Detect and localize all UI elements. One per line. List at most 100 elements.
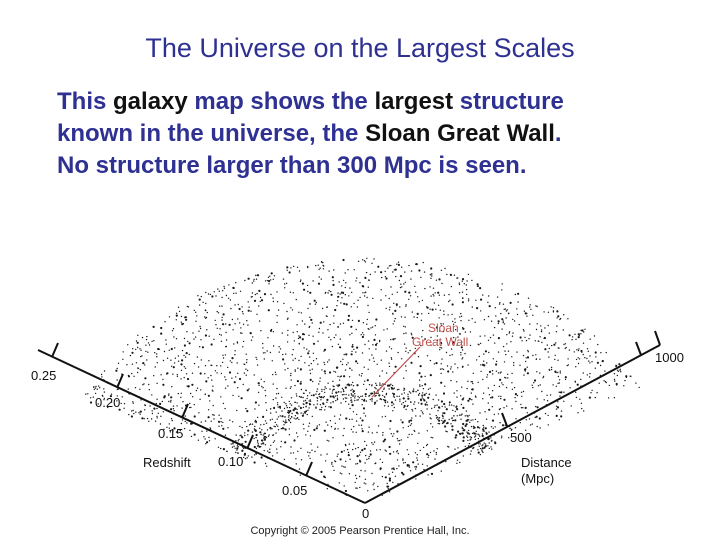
galaxy-point	[375, 348, 377, 350]
galaxy-point	[336, 384, 338, 386]
galaxy-point	[291, 416, 293, 418]
galaxy-point	[372, 392, 374, 394]
galaxy-point	[582, 342, 585, 344]
galaxy-point	[207, 416, 210, 419]
galaxy-point	[351, 319, 354, 322]
galaxy-point	[599, 364, 602, 367]
galaxy-point	[264, 420, 267, 422]
galaxy-point	[321, 390, 323, 392]
galaxy-point	[323, 321, 325, 323]
galaxy-point	[144, 409, 146, 411]
galaxy-point	[557, 371, 559, 374]
galaxy-point	[477, 381, 479, 384]
galaxy-point	[547, 324, 549, 327]
galaxy-point	[288, 406, 291, 409]
galaxy-point	[485, 418, 488, 420]
galaxy-point	[325, 387, 327, 390]
galaxy-point	[323, 348, 327, 351]
galaxy-point	[577, 412, 579, 414]
galaxy-point	[429, 359, 432, 362]
galaxy-point	[424, 338, 426, 340]
galaxy-point	[267, 337, 269, 339]
galaxy-point	[222, 323, 225, 326]
galaxy-point	[276, 387, 278, 390]
galaxy-point	[368, 457, 370, 460]
galaxy-point	[368, 455, 370, 458]
galaxy-point	[242, 323, 245, 325]
galaxy-point	[522, 407, 524, 409]
galaxy-point	[183, 337, 186, 340]
galaxy-point	[171, 386, 173, 388]
galaxy-point	[452, 336, 455, 339]
galaxy-point	[410, 270, 413, 272]
galaxy-point	[264, 389, 266, 392]
galaxy-point	[116, 388, 119, 391]
galaxy-point	[246, 389, 249, 392]
galaxy-point	[255, 356, 257, 359]
galaxy-point	[177, 392, 179, 395]
galaxy-point	[221, 296, 223, 299]
galaxy-point	[296, 331, 298, 333]
galaxy-point	[593, 335, 596, 337]
galaxy-point	[342, 434, 344, 437]
galaxy-point	[267, 450, 269, 452]
galaxy-point	[260, 330, 262, 332]
galaxy-point	[251, 423, 254, 425]
redshift-tick	[305, 461, 313, 477]
galaxy-point	[271, 360, 273, 362]
galaxy-point	[200, 295, 202, 298]
galaxy-point	[209, 293, 212, 296]
galaxy-point	[331, 463, 333, 465]
galaxy-point	[376, 400, 378, 402]
galaxy-point	[246, 410, 249, 413]
galaxy-point	[494, 426, 496, 428]
galaxy-point	[275, 397, 277, 399]
galaxy-point	[456, 462, 458, 464]
galaxy-point	[350, 428, 353, 431]
galaxy-point	[256, 441, 259, 443]
galaxy-point	[594, 367, 596, 369]
galaxy-point	[417, 402, 420, 404]
galaxy-point	[312, 360, 315, 362]
galaxy-point	[547, 424, 549, 426]
galaxy-point	[204, 420, 207, 422]
galaxy-point	[613, 378, 616, 381]
galaxy-point	[284, 363, 286, 365]
galaxy-point	[323, 429, 326, 432]
galaxy-point	[480, 370, 482, 373]
galaxy-point	[401, 403, 403, 405]
galaxy-point	[539, 358, 541, 360]
galaxy-point	[516, 351, 518, 353]
galaxy-point	[306, 348, 308, 350]
body-run: This	[57, 88, 114, 115]
galaxy-point	[415, 468, 417, 470]
galaxy-point	[352, 448, 354, 451]
galaxy-point	[371, 354, 373, 356]
galaxy-point	[305, 389, 307, 392]
galaxy-point	[458, 282, 460, 284]
galaxy-point	[220, 421, 222, 423]
galaxy-point	[547, 414, 549, 417]
galaxy-point	[549, 394, 552, 396]
galaxy-point	[453, 274, 456, 276]
galaxy-point	[416, 312, 419, 315]
galaxy-point	[520, 403, 522, 406]
galaxy-point	[115, 369, 118, 372]
galaxy-point	[464, 352, 466, 355]
galaxy-point	[147, 351, 149, 353]
galaxy-point	[433, 450, 435, 452]
galaxy-point	[231, 421, 234, 423]
galaxy-point	[420, 399, 422, 402]
galaxy-point	[550, 306, 552, 308]
galaxy-point	[156, 407, 158, 410]
galaxy-point	[380, 271, 383, 274]
galaxy-point	[615, 382, 618, 386]
galaxy-point	[333, 322, 335, 324]
galaxy-point	[422, 388, 425, 390]
galaxy-point	[170, 418, 173, 420]
galaxy-point	[336, 366, 339, 369]
galaxy-point	[426, 355, 429, 357]
galaxy-point	[353, 302, 355, 305]
galaxy-point	[407, 404, 409, 407]
galaxy-point	[556, 317, 558, 319]
